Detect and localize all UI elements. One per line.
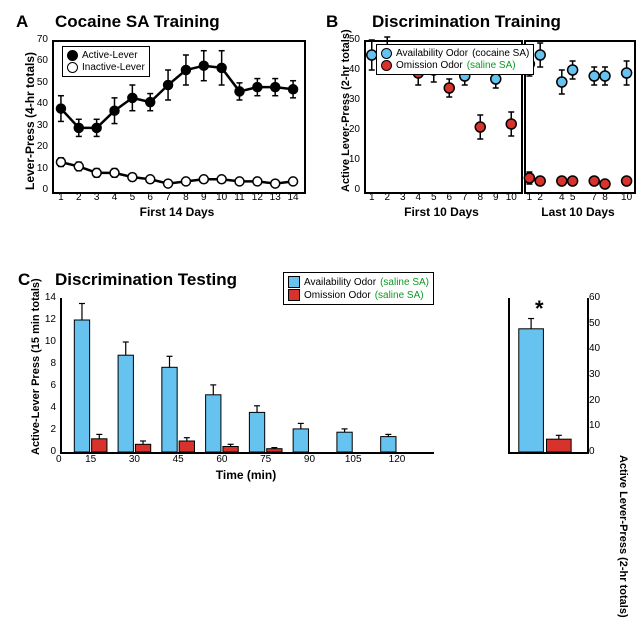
panel-a-xlabel: First 14 Days xyxy=(52,205,302,219)
panel-b-legend: Availability Odor (cocaine SA)Omission O… xyxy=(376,44,534,75)
panel-c-xlabel: Time (min) xyxy=(60,468,432,482)
panel-b-svg2 xyxy=(516,32,640,198)
panel-a-title: Cocaine SA Training xyxy=(55,12,220,32)
significance-star: * xyxy=(535,296,544,322)
panel-c-svg xyxy=(52,290,440,460)
panel-b-title: Discrimination Training xyxy=(372,12,561,32)
panel-a-label: A xyxy=(16,12,28,32)
panel-c-legend: Availability Odor (saline SA)Omission Od… xyxy=(283,272,434,305)
panel-c-label: C xyxy=(18,270,30,290)
panel-b-xlabel1: First 10 Days xyxy=(364,205,519,219)
panel-b-label: B xyxy=(326,12,338,32)
panel-a-legend: Active-LeverInactive-Lever xyxy=(62,46,150,77)
panel-c-title: Discrimination Testing xyxy=(55,270,237,290)
panel-c-svg2 xyxy=(500,290,593,460)
panel-b-xlabel2: Last 10 Days xyxy=(524,205,632,219)
panel-c-ylabel2: Active Lever-Press (2-hr totals) xyxy=(617,455,629,618)
panel-b-ylabel: Active Lever-Press (2-hr totals) xyxy=(340,29,352,192)
